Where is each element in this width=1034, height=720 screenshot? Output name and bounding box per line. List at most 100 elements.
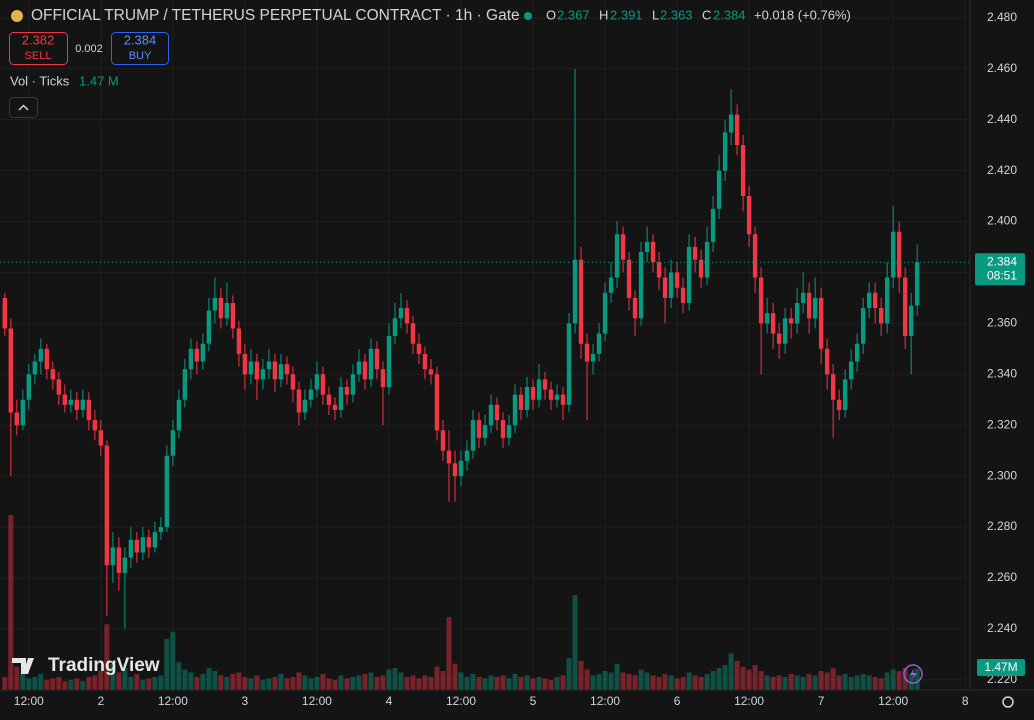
volume-bar (56, 676, 62, 690)
x-tick-label: 12:00 (590, 694, 620, 708)
volume-bar (896, 671, 902, 690)
candle-body (20, 399, 26, 426)
volume-bar (422, 675, 428, 690)
candle-body (128, 539, 134, 558)
candle-body (806, 292, 812, 319)
candle-body (740, 145, 746, 197)
candle-body (158, 527, 164, 533)
y-tick-label: 2.400 (987, 214, 1017, 228)
candle-body (392, 318, 398, 337)
candle-body (398, 308, 404, 319)
candle-body (800, 292, 806, 303)
candle-body (842, 379, 848, 410)
candle-body (830, 374, 836, 400)
candle-body (590, 353, 596, 362)
volume-bar (830, 668, 836, 690)
candle-body (38, 348, 44, 362)
sell-label[interactable]: SELL (25, 50, 52, 62)
sell-button[interactable] (9, 32, 68, 65)
x-tick-label: 8 (962, 694, 969, 708)
volume-bar (704, 673, 710, 690)
candle-body (452, 463, 458, 477)
candle-body (92, 420, 98, 431)
buy-button[interactable] (111, 32, 169, 65)
volume-bar (8, 515, 14, 690)
candle-body (914, 262, 920, 306)
volume-bar (248, 678, 254, 690)
candle-body (404, 308, 410, 324)
volume-bar (332, 679, 338, 690)
volume-bar (860, 673, 866, 690)
lightning-icon[interactable] (910, 668, 917, 680)
volume-bar (566, 657, 572, 690)
volume-bar (356, 675, 362, 690)
collapse-button[interactable] (9, 97, 38, 118)
candle-body (374, 348, 380, 370)
volume-bar (140, 679, 146, 690)
volume-title: Vol · Ticks (10, 73, 70, 88)
candle-body (530, 387, 536, 400)
candle-body (818, 297, 824, 349)
volume-bar (68, 679, 74, 690)
collapse-icon[interactable] (18, 104, 29, 111)
volume-bar (722, 665, 728, 690)
buy-price[interactable]: 2.384 (124, 32, 157, 47)
candle-body (788, 318, 794, 324)
candle-body (734, 114, 740, 146)
candle-body (878, 308, 884, 324)
candle-body (512, 394, 518, 426)
volume-bar (908, 673, 914, 690)
candle-body (428, 369, 434, 375)
volume-bar (320, 673, 326, 690)
volume-bar (326, 678, 332, 690)
volume-bar (398, 672, 404, 690)
volume-bar (386, 669, 392, 690)
volume-bar (488, 675, 494, 690)
volume-bar (80, 681, 86, 690)
volume-bar (866, 675, 872, 690)
candle-body (182, 369, 188, 400)
candle-body (290, 374, 296, 390)
volume-bar (380, 675, 386, 690)
candle-body (626, 259, 632, 298)
candle-body (686, 246, 692, 303)
candle-body (644, 241, 650, 253)
candle-body (728, 114, 734, 133)
candle-body (866, 292, 872, 309)
volume-bar (2, 676, 8, 690)
volume-bar (446, 617, 452, 690)
candle-body (278, 364, 284, 380)
volume-bar (770, 676, 776, 690)
y-tick-label: 2.440 (987, 112, 1017, 126)
y-tick-label: 2.460 (987, 61, 1017, 75)
volume-bar (662, 673, 668, 690)
candle-body (884, 277, 890, 324)
volume-bar (560, 675, 566, 690)
candle-body (548, 389, 554, 400)
sell-price[interactable]: 2.382 (22, 32, 55, 47)
candle-body (836, 399, 842, 410)
lightning-button[interactable] (903, 664, 923, 684)
buy-label[interactable]: BUY (129, 50, 152, 62)
candle-body (206, 310, 212, 344)
candle-body (344, 387, 350, 395)
y-tick-label: 2.360 (987, 316, 1017, 330)
candle-body (242, 353, 248, 375)
x-tick-label: 12:00 (446, 694, 476, 708)
volume-bar (218, 675, 224, 690)
settings-button[interactable] (1002, 696, 1014, 708)
candle-body (668, 272, 674, 298)
candle-body (170, 430, 176, 456)
volume-bar (842, 673, 848, 690)
volume-bar (728, 653, 734, 690)
candle-body (296, 389, 302, 413)
volume-bar (182, 669, 188, 690)
candle-body (824, 348, 830, 375)
volume-bar (392, 668, 398, 690)
volume-bar (650, 675, 656, 690)
candle-body (470, 420, 476, 451)
candle-body (902, 277, 908, 337)
ohlc-value: 2.363 (660, 7, 693, 22)
candle-body (500, 420, 506, 438)
